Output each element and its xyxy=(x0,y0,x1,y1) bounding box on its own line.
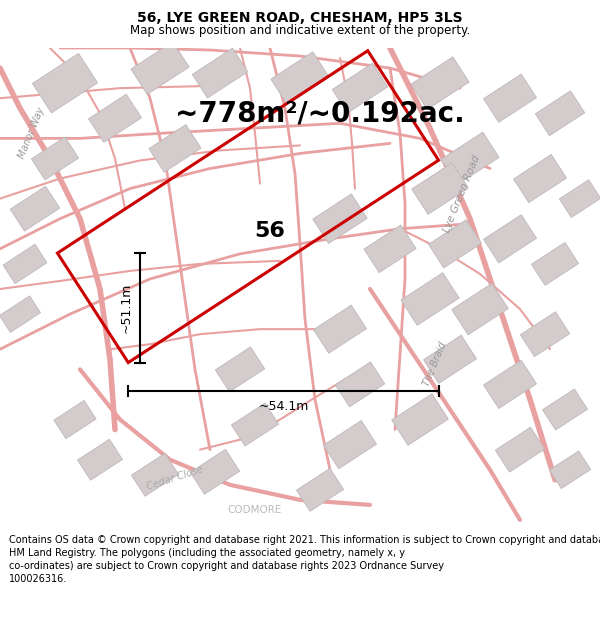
Polygon shape xyxy=(535,91,584,136)
Polygon shape xyxy=(441,132,499,185)
Polygon shape xyxy=(484,360,536,409)
Text: CODMORE: CODMORE xyxy=(228,505,282,515)
Text: ~51.1m: ~51.1m xyxy=(119,282,133,333)
Polygon shape xyxy=(149,124,201,172)
Polygon shape xyxy=(0,296,41,333)
Polygon shape xyxy=(532,242,578,286)
Polygon shape xyxy=(332,63,388,113)
Text: Cedar Close: Cedar Close xyxy=(146,464,205,492)
Text: Lye Green Road: Lye Green Road xyxy=(442,153,482,234)
Text: Contains OS data © Crown copyright and database right 2021. This information is : Contains OS data © Crown copyright and d… xyxy=(9,535,600,584)
Polygon shape xyxy=(559,180,600,218)
Polygon shape xyxy=(54,401,96,439)
Polygon shape xyxy=(77,439,122,480)
Polygon shape xyxy=(411,57,469,109)
Text: Map shows position and indicative extent of the property.: Map shows position and indicative extent… xyxy=(130,24,470,38)
Text: 56, LYE GREEN ROAD, CHESHAM, HP5 3LS: 56, LYE GREEN ROAD, CHESHAM, HP5 3LS xyxy=(137,11,463,24)
Text: The Braid: The Braid xyxy=(422,341,448,388)
Text: Manor Way: Manor Way xyxy=(17,106,47,161)
Polygon shape xyxy=(3,244,47,284)
Polygon shape xyxy=(215,347,265,392)
Polygon shape xyxy=(271,52,329,104)
Text: 56: 56 xyxy=(254,221,286,241)
Polygon shape xyxy=(89,94,142,142)
Polygon shape xyxy=(31,137,79,180)
Polygon shape xyxy=(10,186,59,231)
Polygon shape xyxy=(496,428,545,472)
Polygon shape xyxy=(484,74,536,122)
Polygon shape xyxy=(412,163,468,214)
Polygon shape xyxy=(550,451,590,489)
Polygon shape xyxy=(364,225,416,272)
Polygon shape xyxy=(452,283,508,335)
Polygon shape xyxy=(313,194,367,244)
Text: ~54.1m: ~54.1m xyxy=(258,400,308,413)
Polygon shape xyxy=(392,394,448,445)
Polygon shape xyxy=(424,335,476,383)
Polygon shape xyxy=(484,215,536,263)
Polygon shape xyxy=(428,220,481,268)
Polygon shape xyxy=(131,453,179,496)
Polygon shape xyxy=(520,312,569,357)
Polygon shape xyxy=(314,305,367,353)
Polygon shape xyxy=(335,362,385,407)
Polygon shape xyxy=(296,468,344,511)
Polygon shape xyxy=(514,154,566,202)
Polygon shape xyxy=(131,42,189,94)
Polygon shape xyxy=(32,53,98,113)
Polygon shape xyxy=(192,48,248,98)
Polygon shape xyxy=(232,403,278,446)
Polygon shape xyxy=(401,272,459,326)
Text: ~778m²/~0.192ac.: ~778m²/~0.192ac. xyxy=(175,99,465,127)
Polygon shape xyxy=(323,421,376,469)
Polygon shape xyxy=(542,389,587,430)
Polygon shape xyxy=(190,449,239,494)
